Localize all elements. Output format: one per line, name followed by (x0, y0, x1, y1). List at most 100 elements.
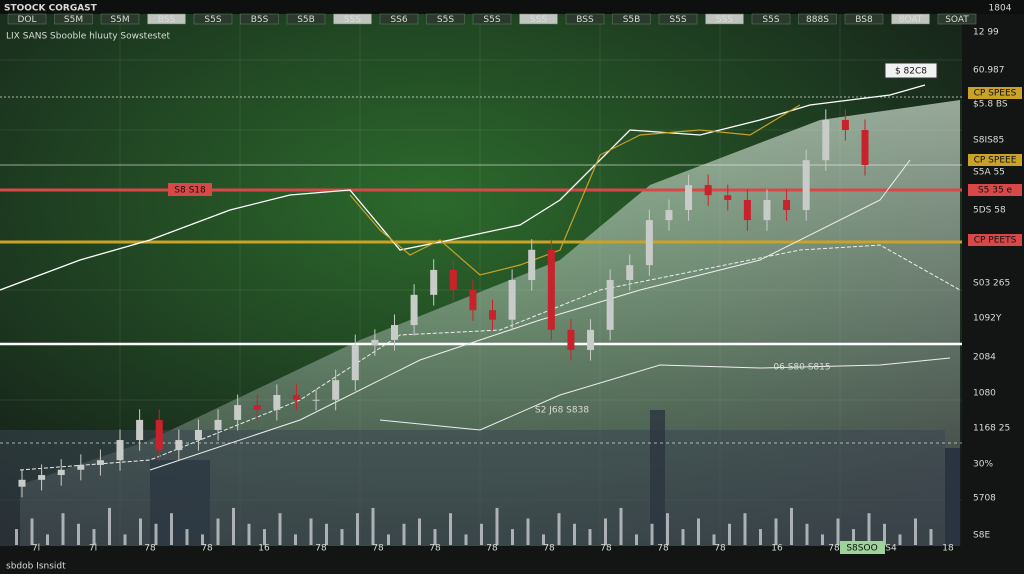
candle-body (606, 280, 614, 330)
tab-label: BSS (576, 15, 594, 25)
candle-body (763, 199, 771, 221)
x-label: 7l (89, 544, 97, 554)
axis-label: 1080 (973, 389, 996, 399)
forecast-line (379, 357, 951, 431)
volume-bar (92, 529, 96, 545)
volume-bar (139, 518, 142, 545)
candle-body (77, 464, 85, 470)
volume-bar (542, 534, 545, 545)
volume-bar (123, 534, 127, 545)
volume-bar (495, 507, 499, 545)
axis-label: 2084 (973, 353, 996, 363)
volume-bar (464, 534, 468, 545)
x-label: 78 (486, 544, 498, 554)
candle-body (528, 249, 536, 280)
tab (658, 13, 698, 25)
candle-body (410, 294, 418, 326)
candle-body (626, 265, 634, 280)
corner-label: 1804 (989, 4, 1012, 14)
volume-bar (759, 529, 762, 545)
candle-body (724, 195, 732, 200)
x-label: 78 (657, 544, 669, 554)
candle-body (449, 269, 457, 291)
candle-body (194, 429, 202, 441)
candle-body (390, 325, 398, 340)
candle-body (155, 419, 163, 451)
x-label: 78 (315, 544, 327, 554)
volume-bar (588, 529, 592, 545)
x-label: 78 (543, 544, 555, 554)
axis-label: S5A 55 (973, 168, 1005, 178)
x-label: 78 (201, 544, 213, 554)
tab (54, 13, 93, 25)
volume-bar (30, 518, 34, 545)
price-tag (968, 184, 1022, 196)
candle-body (57, 469, 65, 476)
subtitle: LIX SANS Sbooble hluuty Sowstestet (6, 32, 171, 42)
candle-body (685, 185, 693, 211)
tab (193, 13, 233, 25)
tab-label: S5M (64, 15, 83, 25)
tab-label: B5S (251, 15, 269, 25)
tab-label: S5S (204, 15, 221, 25)
volume-bar (666, 513, 669, 545)
tab-label: S5M (110, 15, 129, 25)
axis-label: 5DS 58 (973, 206, 1006, 216)
volume-bar (697, 518, 700, 545)
volume-bar (852, 529, 855, 545)
tab-label: S5S (669, 15, 686, 25)
candle-body (430, 269, 438, 295)
axis-label: S8E (973, 531, 990, 541)
tab-label: SSS (530, 15, 547, 25)
candle-body (489, 310, 497, 320)
tab-label: S5S (483, 15, 500, 25)
x-label: 78 (429, 544, 441, 554)
volume-bar (185, 529, 189, 545)
volume-bar (263, 529, 266, 545)
volume-bar (449, 513, 452, 545)
volume-bar (604, 518, 607, 545)
title: STOOCK CORGAST (4, 4, 98, 14)
candle-body (508, 280, 516, 320)
bottom-box (840, 541, 885, 554)
volume-bar (650, 523, 654, 545)
footer: sbdob Isnsidt (6, 562, 66, 572)
x-label: 78 (600, 544, 612, 554)
tab-label: BSS (158, 15, 176, 25)
tab-label: S5S (762, 15, 779, 25)
volume-bar (309, 518, 313, 545)
tab-label: SS6 (390, 15, 407, 25)
axis-label: S8IS85 (973, 136, 1004, 146)
marks (15, 109, 933, 545)
candle-body (802, 160, 810, 211)
volume-bar (402, 523, 406, 545)
volume-bar (247, 523, 251, 545)
candle-body (587, 329, 595, 350)
tab (612, 13, 651, 25)
volume-bar (883, 523, 886, 545)
tab (844, 13, 884, 25)
candle-body (38, 475, 46, 480)
tab (705, 13, 744, 25)
candle-body (861, 130, 869, 165)
tab-label: S5S (437, 15, 454, 25)
tab (472, 13, 512, 25)
tab (100, 13, 140, 25)
candle-body (351, 345, 359, 381)
volume-bar (61, 513, 65, 545)
volume-bar (325, 523, 328, 545)
tab (426, 13, 465, 25)
candle-body (743, 199, 751, 221)
volume-bar (681, 529, 685, 545)
volume-bar (77, 523, 80, 545)
panel-block (150, 460, 210, 546)
volume-bar (573, 523, 576, 545)
volume-bar (805, 523, 809, 545)
tab (240, 13, 279, 25)
x-label: S4 (885, 544, 897, 554)
candle-body (312, 399, 320, 401)
axis-label: 12 99 (973, 28, 999, 38)
candle-body (18, 479, 26, 487)
candle-body (214, 419, 222, 430)
